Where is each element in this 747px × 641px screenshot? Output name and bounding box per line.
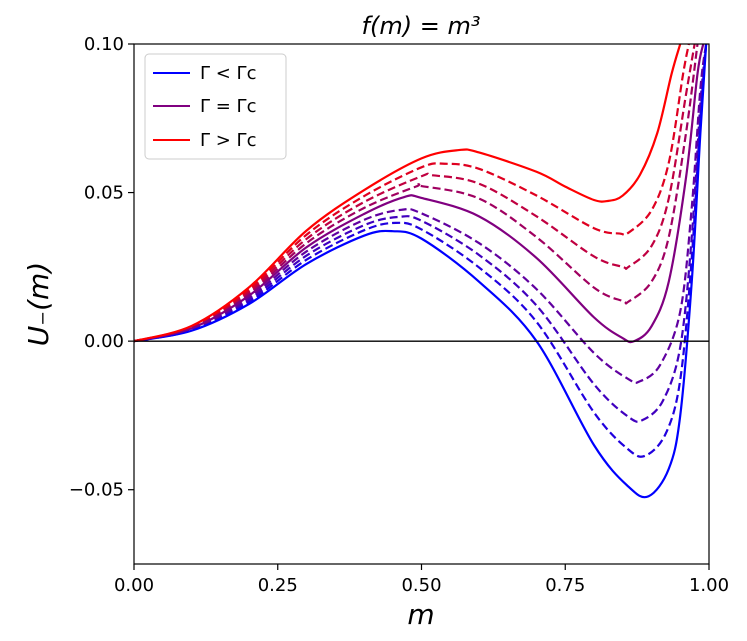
x-tick-label: 0.75 xyxy=(545,575,585,596)
y-tick-label: 0.10 xyxy=(84,34,124,55)
y-tick-label: 0.00 xyxy=(84,331,124,352)
y-tick-label: −0.05 xyxy=(69,480,124,501)
series-layer xyxy=(134,44,708,499)
legend-label-critical: Γ = Γc xyxy=(200,96,256,117)
series-line-5 xyxy=(134,44,705,344)
series-line-4 xyxy=(134,44,708,384)
chart-title: f(m) = m³ xyxy=(362,12,481,40)
x-tick-label: 1.00 xyxy=(689,575,729,596)
series-line-3 xyxy=(134,44,708,423)
x-tick-label: 0.00 xyxy=(114,575,154,596)
y-axis-label: U₋(m) xyxy=(22,262,55,346)
legend: Γ < Γc Γ = Γc Γ > Γc xyxy=(144,53,287,160)
tick-layer: 0.00 0.25 0.50 0.75 1.00 −0.05 0.00 0.05 0.10 xyxy=(69,34,729,596)
x-axis-label: m xyxy=(407,598,434,631)
series-line-8 xyxy=(134,44,690,343)
x-tick-label: 0.25 xyxy=(258,575,298,596)
legend-label-below: Γ < Γc xyxy=(200,63,256,84)
x-tick-label: 0.50 xyxy=(401,575,441,596)
y-tick-label: 0.05 xyxy=(84,183,124,204)
series-line-2 xyxy=(134,44,708,458)
legend-label-above: Γ > Γc xyxy=(200,130,256,151)
legend-box xyxy=(144,53,287,160)
series-line-6 xyxy=(134,44,699,343)
series-line-1 xyxy=(134,44,708,499)
series-line-9 xyxy=(134,44,682,343)
